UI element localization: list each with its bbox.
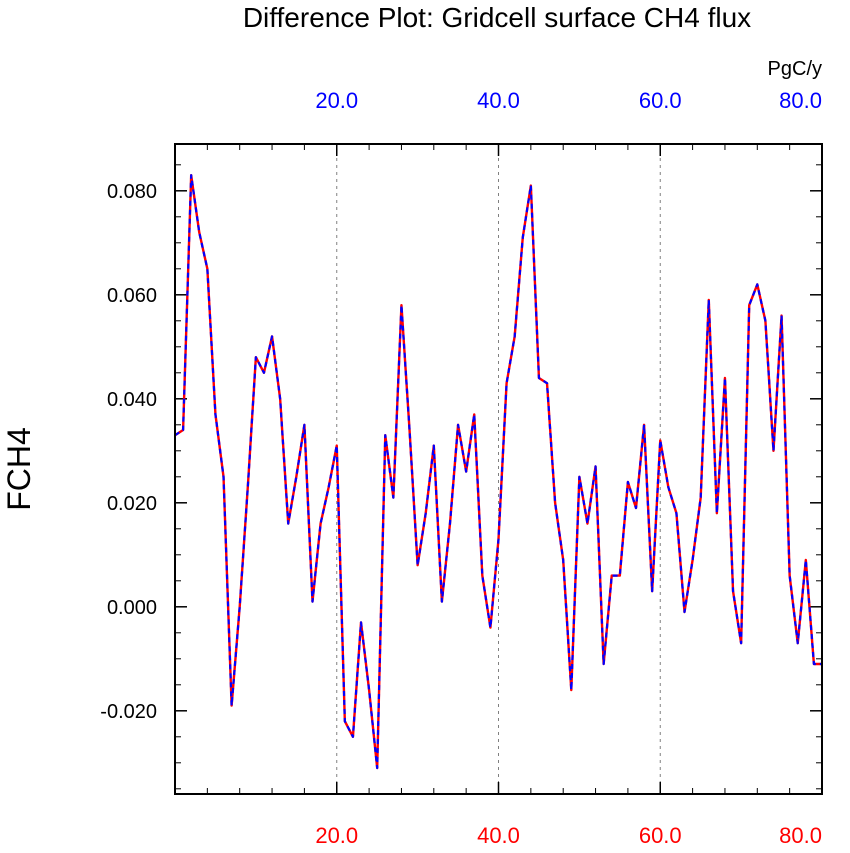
series-line-blue [174,174,822,770]
y-tick-label: 0.040 [107,389,157,411]
plot-frame [174,143,823,795]
x-bottom-tick-label: 40.0 [477,823,520,848]
tick-labels: -0.020 0.000 0.020 0.040 0.060 0.080 20.0 40.0 6… [100,88,822,848]
x-top-tick-label: 20.0 [315,88,358,113]
x-bottom-tick-label: 80.0 [779,823,822,848]
chart-title: Difference Plot: Gridcell surface CH4 fl… [243,2,751,33]
x-top-tick-label: 80.0 [779,88,822,113]
y-tick-label: 0.000 [107,597,157,619]
x-top-tick-label: 60.0 [639,88,682,113]
y-tick-label: 0.060 [107,285,157,307]
series-lines [174,173,822,770]
y-tick-label: 0.080 [107,181,157,203]
units-label: PgC/y [768,58,822,80]
y-tick-label: 0.020 [107,493,157,515]
axis-ticks [174,144,823,794]
y-tick-label: -0.020 [100,701,157,723]
x-bottom-tick-label: 20.0 [315,823,358,848]
x-bottom-tick-label: 60.0 [639,823,682,848]
y-axis-label: FCH4 [1,427,37,511]
x-top-tick-label: 40.0 [477,88,520,113]
